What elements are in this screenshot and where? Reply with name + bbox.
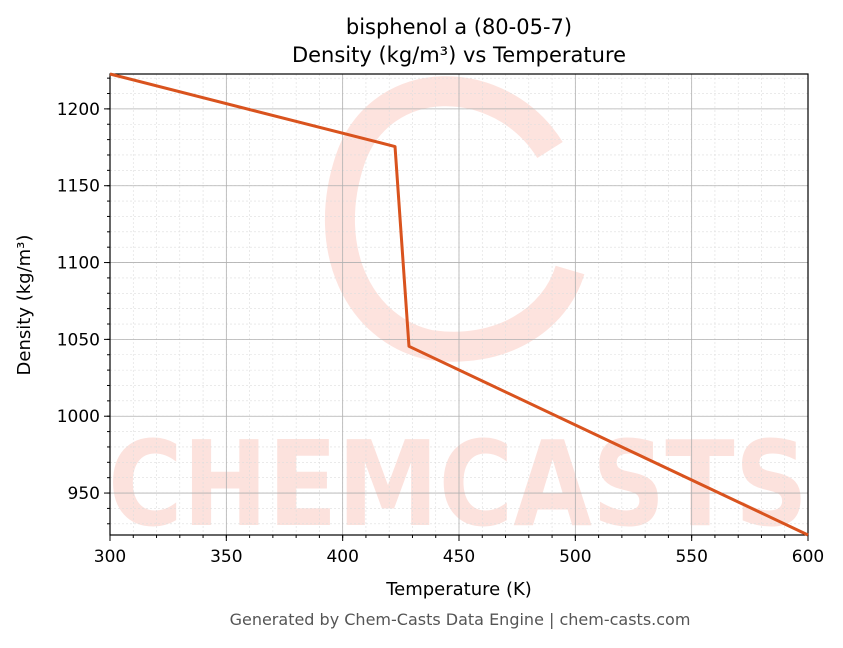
y-tick-label: 1050: [57, 330, 100, 350]
y-tick-label: 950: [68, 484, 100, 504]
y-axis-label: Density (kg/m³): [14, 235, 35, 376]
plot-frame: [109, 73, 809, 536]
y-tick-label: 1000: [57, 407, 100, 427]
x-tick-label: 550: [675, 547, 707, 567]
density-series-line: [109, 72, 809, 537]
chart-subtitle: Density (kg/m³) vs Temperature: [292, 43, 626, 67]
footer-credit: Generated by Chem-Casts Data Engine | ch…: [230, 610, 691, 629]
x-tick-label: 350: [210, 547, 242, 567]
y-tick-label: 1200: [57, 100, 100, 120]
x-tick-label: 450: [443, 547, 475, 567]
x-tick-label: 300: [94, 547, 126, 567]
watermark-c-logo: [325, 76, 585, 362]
x-tick-label: 400: [326, 547, 358, 567]
x-tick-label: 500: [559, 547, 591, 567]
y-tick-label: 1100: [57, 254, 100, 274]
chart-title: bisphenol a (80-05-7): [346, 15, 572, 39]
x-axis-label: Temperature (K): [385, 579, 532, 600]
y-tick-label: 1150: [57, 177, 100, 197]
x-tick-label: 600: [792, 547, 824, 567]
